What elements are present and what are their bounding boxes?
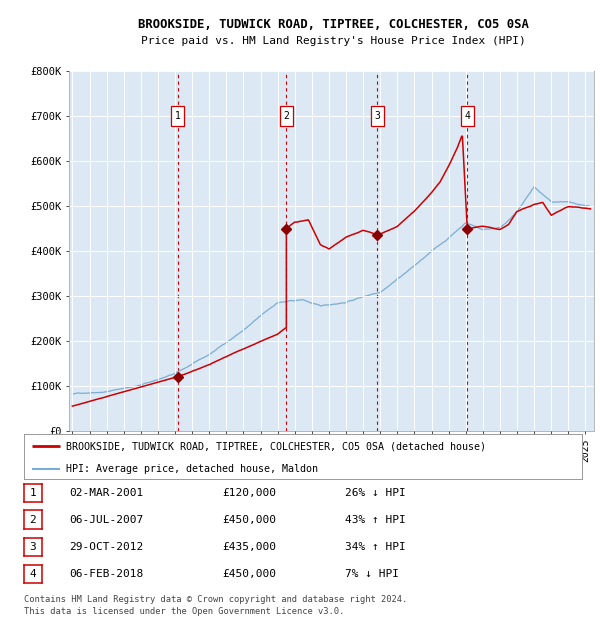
Text: 43% ↑ HPI: 43% ↑ HPI (345, 515, 406, 525)
Text: 1: 1 (175, 111, 181, 122)
Text: 34% ↑ HPI: 34% ↑ HPI (345, 542, 406, 552)
Text: 2: 2 (29, 515, 37, 525)
Text: 4: 4 (29, 569, 37, 579)
Text: 29-OCT-2012: 29-OCT-2012 (69, 542, 143, 552)
Text: 06-FEB-2018: 06-FEB-2018 (69, 569, 143, 579)
Text: 26% ↓ HPI: 26% ↓ HPI (345, 488, 406, 498)
Text: Price paid vs. HM Land Registry's House Price Index (HPI): Price paid vs. HM Land Registry's House … (140, 36, 526, 46)
Bar (461, 107, 474, 126)
Text: BROOKSIDE, TUDWICK ROAD, TIPTREE, COLCHESTER, CO5 0SA: BROOKSIDE, TUDWICK ROAD, TIPTREE, COLCHE… (137, 19, 529, 31)
Text: HPI: Average price, detached house, Maldon: HPI: Average price, detached house, Mald… (66, 464, 318, 474)
Text: Contains HM Land Registry data © Crown copyright and database right 2024.: Contains HM Land Registry data © Crown c… (24, 595, 407, 604)
Text: 7% ↓ HPI: 7% ↓ HPI (345, 569, 399, 579)
Text: 3: 3 (374, 111, 380, 122)
Text: £435,000: £435,000 (222, 542, 276, 552)
Bar (280, 107, 293, 126)
Text: 4: 4 (464, 111, 470, 122)
Text: BROOKSIDE, TUDWICK ROAD, TIPTREE, COLCHESTER, CO5 0SA (detached house): BROOKSIDE, TUDWICK ROAD, TIPTREE, COLCHE… (66, 441, 486, 451)
Text: 06-JUL-2007: 06-JUL-2007 (69, 515, 143, 525)
Text: £450,000: £450,000 (222, 515, 276, 525)
Bar (172, 107, 184, 126)
Text: 3: 3 (29, 542, 37, 552)
Text: 1: 1 (29, 488, 37, 498)
Text: This data is licensed under the Open Government Licence v3.0.: This data is licensed under the Open Gov… (24, 607, 344, 616)
Bar (371, 107, 384, 126)
Text: £120,000: £120,000 (222, 488, 276, 498)
Text: 2: 2 (283, 111, 289, 122)
Text: 02-MAR-2001: 02-MAR-2001 (69, 488, 143, 498)
Text: £450,000: £450,000 (222, 569, 276, 579)
